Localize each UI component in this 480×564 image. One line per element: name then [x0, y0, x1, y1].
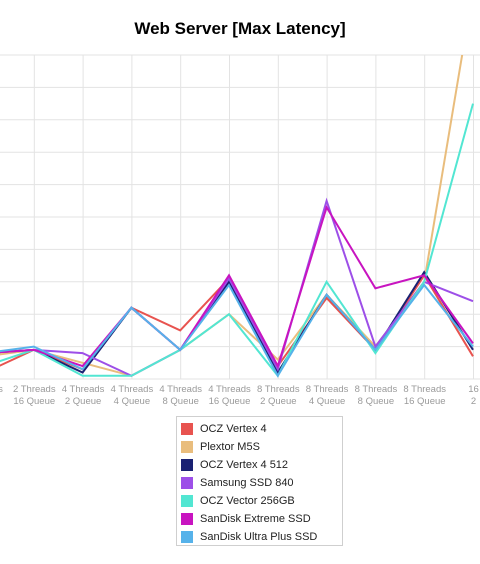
x-tick-label: 2 Queue: [65, 396, 101, 407]
x-tick-label: Threads: [0, 384, 3, 395]
legend-label: OCZ Vertex 4 512: [200, 459, 289, 471]
legend-item: OCZ Vertex 4 512: [181, 456, 342, 474]
x-tick-label: 2 Threads: [13, 384, 56, 395]
legend-label: OCZ Vector 256GB: [200, 495, 295, 507]
legend-label: Samsung SSD 840: [200, 477, 294, 489]
legend-item: SanDisk Ultra Plus SSD: [181, 528, 342, 546]
x-tick-label: 16: [468, 384, 479, 395]
series-line-ocz-vertex-256gb: [0, 103, 474, 378]
series-line-plextor-m5s: [0, 55, 464, 377]
legend-label: SanDisk Ultra Plus SSD: [200, 531, 318, 543]
legend-swatch: [181, 423, 193, 435]
legend-swatch: [181, 441, 193, 453]
x-tick-label: 8 Queue: [162, 396, 198, 407]
x-tick-label: 8 Threads: [306, 384, 349, 395]
x-tick-label: 4 Threads: [62, 384, 105, 395]
x-tick-label: 16 Queue: [404, 396, 446, 407]
legend-swatch: [181, 459, 193, 471]
legend-label: Plextor M5S: [200, 441, 260, 453]
series-line-sandisk-extreme-ssd: [0, 204, 474, 369]
series-line-sandisk-ultra-plus-ssd: [0, 283, 474, 378]
x-tick-label: 16 Queue: [13, 396, 55, 407]
chart-title: Web Server [Max Latency]: [134, 19, 346, 38]
x-tick-label: 2: [471, 396, 476, 407]
x-tick-label: 4 Threads: [208, 384, 251, 395]
series-line-samsung-ssd-840: [0, 197, 474, 377]
x-tick-label: 16 Queue: [209, 396, 251, 407]
series-lines: [0, 55, 474, 378]
legend-swatch: [181, 477, 193, 489]
legend-item: OCZ Vertex 4: [181, 420, 342, 438]
x-tick-label: 8 Threads: [403, 384, 446, 395]
grid-lines: [0, 54, 480, 380]
legend-swatch: [181, 531, 193, 543]
x-tick-label: 2 Queue: [260, 396, 296, 407]
x-tick-label: 4 Threads: [159, 384, 202, 395]
legend-item: OCZ Vector 256GB: [181, 492, 342, 510]
x-tick-label: 8 Threads: [257, 384, 300, 395]
x-tick-label: 8 Threads: [355, 384, 398, 395]
legend-item: SanDisk Extreme SSD: [181, 510, 342, 528]
legend-item: Plextor M5S: [181, 438, 342, 456]
legend-item: Samsung SSD 840: [181, 474, 342, 492]
legend-label: OCZ Vertex 4: [200, 423, 267, 435]
legend-swatch: [181, 495, 193, 507]
legend: OCZ Vertex 4 Plextor M5S OCZ Vertex 4 512 S…: [176, 416, 343, 546]
legend-swatch: [181, 513, 193, 525]
legend-label: SanDisk Extreme SSD: [200, 513, 311, 525]
x-tick-label: 4 Threads: [111, 384, 154, 395]
x-tick-label: 4 Queue: [309, 396, 345, 407]
x-tick-label: 4 Queue: [114, 396, 150, 407]
x-tick-label: 8 Queue: [358, 396, 394, 407]
